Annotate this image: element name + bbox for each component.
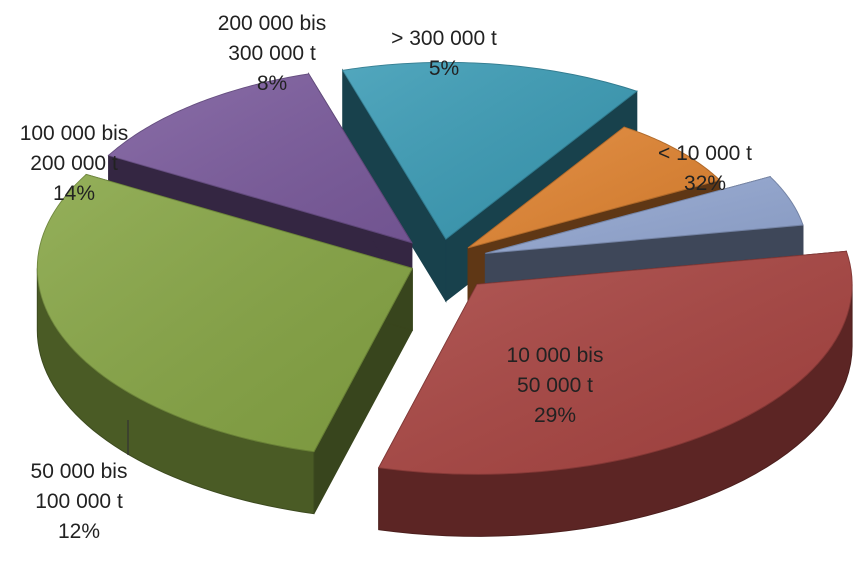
slice-category-label: 50 000 t — [517, 374, 593, 397]
slice-category-label: 50 000 bis — [31, 460, 128, 483]
pie-slice-top-shade — [108, 73, 412, 243]
pie-slice-top-shade — [485, 176, 803, 254]
slice-tops — [36, 61, 853, 475]
slice-value-label: 5% — [429, 57, 459, 80]
pie-slice-top-shade — [37, 174, 413, 452]
slice-category-label: 200 000 bis — [218, 12, 327, 35]
slice-category-label: 100 000 t — [35, 490, 123, 513]
slice-value-label: 32% — [684, 172, 726, 195]
pie-slice-top-shade — [468, 127, 720, 248]
slice-value-label: 14% — [53, 182, 95, 205]
slice-labels: 100 000 bis 200 000 t 14% 50 000 bis 100 000… — [20, 12, 752, 543]
slice-category-label: 10 000 bis — [507, 344, 604, 367]
slice-category-label: > 300 000 t — [391, 27, 497, 50]
slice-category-label: 100 000 bis — [20, 122, 129, 145]
slice-category-label: < 10 000 t — [658, 142, 752, 165]
slice-category-label: 300 000 t — [228, 42, 316, 65]
slice-value-label: 8% — [257, 72, 287, 95]
slice-value-label: 29% — [534, 404, 576, 427]
slice-value-label: 12% — [58, 520, 100, 543]
slice-category-label: 200 000 t — [30, 152, 118, 175]
pie-slice-top-shade — [342, 62, 637, 240]
pie-slice-top-shade — [378, 251, 853, 475]
